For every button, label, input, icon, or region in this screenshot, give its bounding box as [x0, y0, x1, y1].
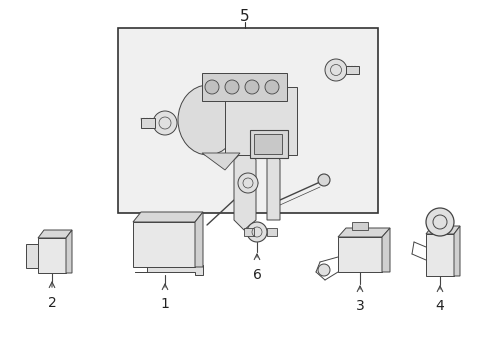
Polygon shape — [425, 226, 459, 234]
Text: 1: 1 — [160, 297, 169, 311]
Circle shape — [264, 80, 279, 94]
Bar — [202, 73, 286, 101]
Bar — [133, 222, 195, 267]
Text: 4: 4 — [435, 299, 444, 313]
Circle shape — [246, 222, 266, 242]
Polygon shape — [202, 153, 240, 170]
Polygon shape — [38, 230, 72, 238]
Bar — [266, 228, 276, 236]
Bar — [26, 244, 38, 268]
Circle shape — [224, 80, 239, 94]
Bar — [253, 134, 282, 154]
Circle shape — [317, 174, 329, 186]
Bar — [224, 87, 296, 155]
Circle shape — [204, 80, 219, 94]
Ellipse shape — [178, 85, 238, 155]
Circle shape — [325, 59, 346, 81]
Polygon shape — [234, 150, 256, 230]
Polygon shape — [135, 255, 203, 275]
Polygon shape — [453, 226, 459, 276]
Bar — [425, 234, 453, 276]
Text: 2: 2 — [47, 296, 56, 310]
Circle shape — [244, 80, 259, 94]
Circle shape — [238, 173, 258, 193]
Circle shape — [153, 111, 177, 135]
Bar — [244, 228, 253, 236]
Text: 6: 6 — [252, 268, 261, 282]
Bar — [346, 66, 358, 74]
Polygon shape — [381, 228, 389, 272]
Circle shape — [425, 208, 453, 236]
Bar — [351, 222, 367, 230]
Polygon shape — [195, 212, 203, 267]
Bar — [249, 130, 287, 158]
Bar — [141, 118, 155, 128]
Polygon shape — [133, 212, 203, 222]
Bar — [38, 238, 66, 273]
Bar — [337, 237, 381, 272]
Polygon shape — [266, 150, 280, 220]
Text: 5: 5 — [240, 9, 249, 23]
Bar — [118, 28, 377, 213]
Text: 3: 3 — [355, 299, 364, 313]
Polygon shape — [66, 230, 72, 273]
Circle shape — [317, 264, 329, 276]
Polygon shape — [337, 228, 389, 237]
